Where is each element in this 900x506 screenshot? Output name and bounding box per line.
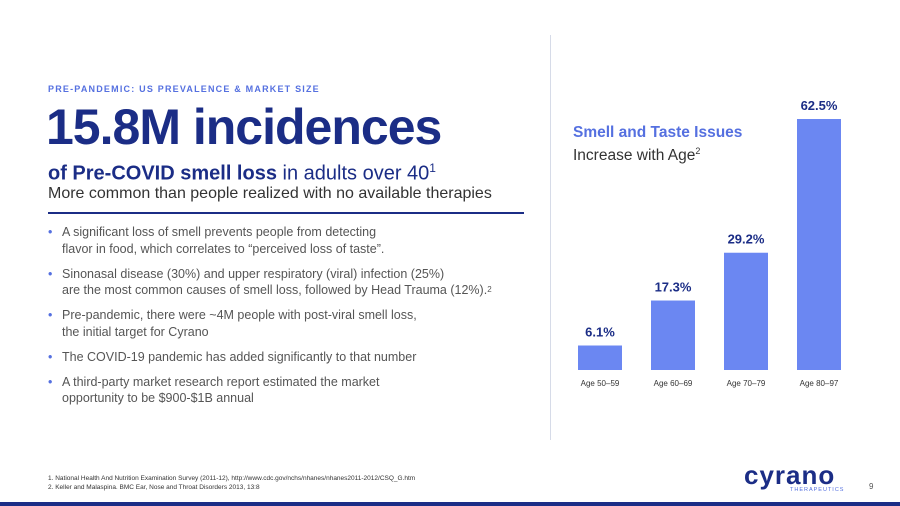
footnote-2: 2. Keller and Malaspina. BMC Ear, Nose a…	[48, 484, 260, 491]
bullet-text-line2: flavor in food, which correlates to “per…	[62, 241, 385, 256]
footnotes: 1. National Health And Nutrition Examina…	[48, 474, 415, 492]
bullet-text-line2: opportunity to be $900-$1B annual	[62, 391, 254, 405]
section-eyebrow: PRE-PANDEMIC: US PREVALENCE & MARKET SIZ…	[48, 84, 320, 94]
bullet-dot: •	[48, 349, 53, 364]
bullet-text-line2: the initial target for Cyrano	[62, 324, 209, 339]
footer-bar	[0, 502, 900, 506]
cyrano-logo: cyrano	[744, 460, 836, 490]
x-tick-label: Age 50–59	[581, 379, 620, 388]
bullet-text-line1: The COVID-19 pandemic has added signific…	[62, 349, 417, 364]
bullet-item: • Sinonasal disease (30%) and upper respi…	[48, 266, 528, 299]
chart-title: Smell and Taste Issues	[573, 124, 743, 141]
bullet-dot: •	[48, 374, 53, 389]
bullet-footnote-ref: 2	[487, 285, 492, 294]
bar-chart: 6.1% Age 50–59 17.3% Age 60–69 29.2% Age 70–7…	[578, 98, 841, 388]
bar-2	[651, 300, 695, 370]
bar-1	[578, 345, 622, 370]
bullet-dot: •	[48, 308, 53, 322]
bar-4	[797, 119, 841, 370]
page-number: 9	[869, 482, 874, 491]
bar-value-label: 6.1%	[585, 325, 615, 340]
chart-subtitle-footnote-ref: 2	[695, 146, 701, 156]
bar-value-label: 29.2%	[728, 232, 765, 247]
chart-subtitle-text: Increase with Age	[573, 147, 696, 165]
footnote-1: 1. National Health And Nutrition Examina…	[48, 475, 416, 482]
logo-tagline: THERAPEUTICS	[790, 487, 845, 493]
bullet-dot: •	[48, 266, 53, 281]
bullet-item: • Pre-pandemic, there were ~4M people wit…	[48, 307, 528, 340]
bullet-item: • A third-party market research report es…	[48, 374, 528, 407]
bar-3	[724, 252, 768, 370]
headline: 15.8M incidences	[46, 99, 442, 155]
bullet-item: • The COVID-19 pandemic has added signifi…	[48, 349, 528, 366]
subheadline-rest: in adults over 40	[276, 162, 430, 185]
bar-value-label: 62.5%	[801, 98, 838, 113]
bullet-dot: •	[48, 225, 53, 239]
x-tick-label: Age 80–97	[800, 379, 839, 388]
bullet-text-line1: A significant loss of smell prevents peo…	[62, 225, 377, 239]
bullet-text-line1: Sinonasal disease (30%) and upper respir…	[62, 266, 445, 281]
chart-subtitle: Increase with Age2	[573, 146, 700, 165]
bullet-text-line1: Pre-pandemic, there were ~4M people with…	[62, 308, 417, 322]
x-tick-label: Age 60–69	[654, 379, 693, 388]
subheadline-footnote-ref: 1	[429, 161, 436, 175]
bar-value-label: 17.3%	[655, 280, 692, 295]
bullet-item: • A significant loss of smell prevents pe…	[48, 224, 528, 257]
tagline: More common than people realized with no…	[48, 185, 492, 202]
bullet-text-line2: are the most common causes of smell loss…	[62, 283, 488, 297]
bullet-text-line1: A third-party market research report est…	[62, 374, 380, 389]
subheadline: of Pre-COVID smell loss in adults over 4…	[48, 155, 436, 187]
bullet-list: • A significant loss of smell prevents pe…	[48, 224, 528, 415]
headline-divider	[48, 212, 524, 214]
x-tick-label: Age 70–79	[727, 379, 766, 388]
subheadline-strong: of Pre-COVID smell loss	[48, 162, 277, 185]
column-divider	[550, 35, 551, 440]
